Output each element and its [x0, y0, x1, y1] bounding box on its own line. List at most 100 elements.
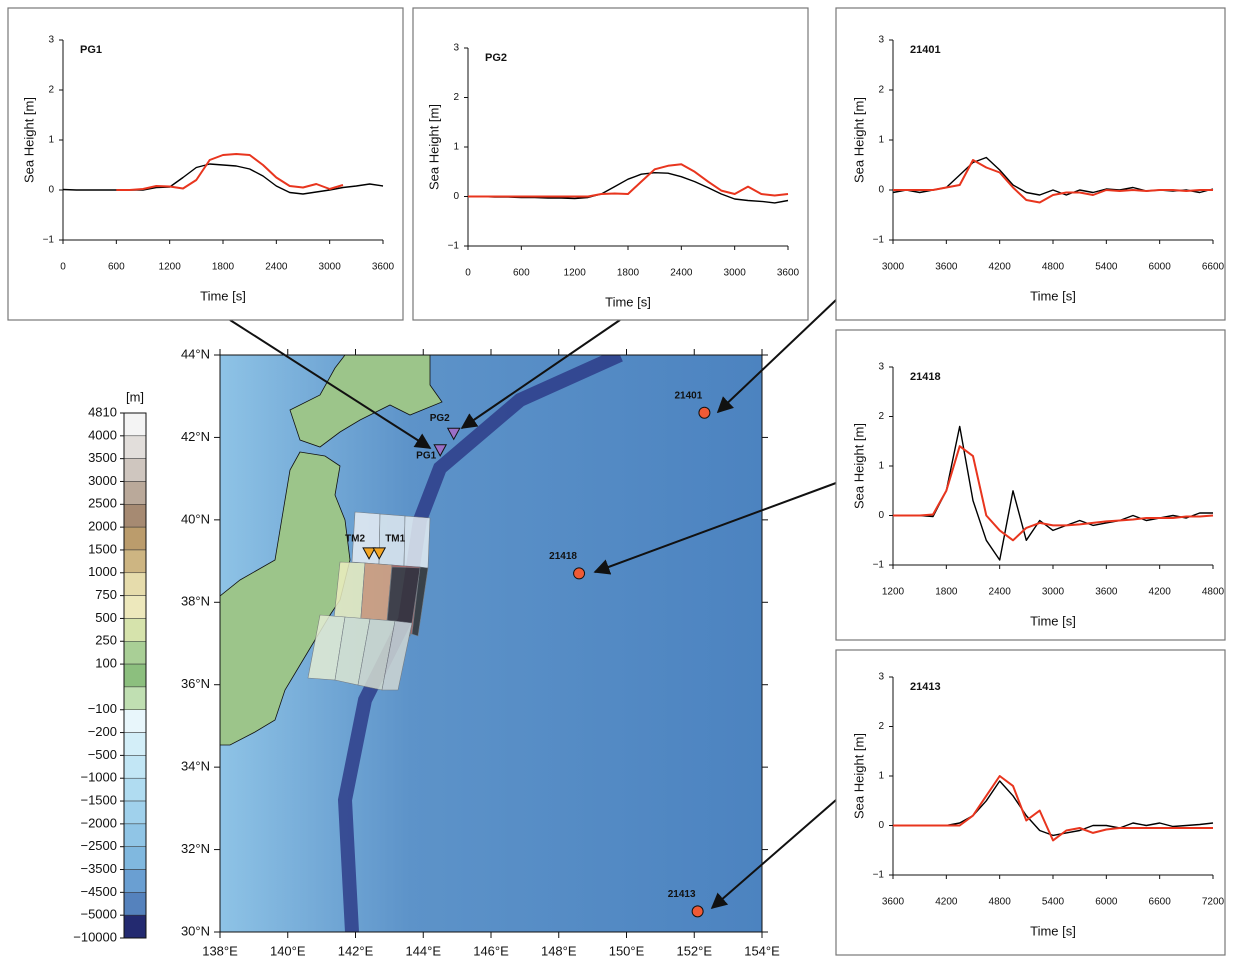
panel-title: PG1	[80, 44, 102, 56]
x-tick-label: 140°E	[270, 943, 306, 958]
y-tick-label: 34°N	[181, 759, 210, 774]
y-tick-label: 36°N	[181, 676, 210, 691]
y-tick-label: −1	[873, 870, 885, 881]
x-tick-label: 0	[465, 268, 471, 279]
figure: −10123060012001800240030003600PG1Time [s…	[0, 0, 1233, 961]
colorbar-segment	[124, 870, 146, 893]
x-tick-label: 1200	[882, 587, 905, 598]
colorbar-label: 250	[95, 633, 117, 648]
y-tick-label: 1	[878, 461, 884, 472]
y-tick-label: 32°N	[181, 841, 210, 856]
x-tick-label: 1800	[212, 262, 235, 273]
panel-title: 21418	[910, 371, 941, 383]
y-tick-label: 3	[48, 35, 54, 46]
colorbar-label: 750	[95, 587, 117, 602]
colorbar-label: −500	[88, 747, 117, 762]
y-tick-label: 3	[878, 35, 884, 46]
x-tick-label: 6600	[1149, 897, 1172, 908]
y-tick-label: 44°N	[181, 346, 210, 361]
x-tick-label: 3000	[1042, 587, 1065, 598]
y-tick-label: 3	[878, 672, 884, 683]
x-tick-label: 148°E	[541, 943, 577, 958]
y-tick-label: 0	[878, 185, 884, 196]
colorbar-label: −1000	[80, 770, 117, 785]
station-label: 21401	[675, 390, 703, 401]
x-tick-label: 4800	[1042, 262, 1065, 273]
panel-frame	[836, 8, 1225, 320]
y-axis-label: Sea Height [m]	[426, 104, 441, 190]
station-label: TM1	[385, 533, 405, 544]
x-tick-label: 3600	[1095, 587, 1118, 598]
colorbar-segment	[124, 413, 146, 436]
x-tick-label: 2400	[989, 587, 1012, 598]
colorbar-segment	[124, 915, 146, 938]
colorbar-label: 4810	[88, 404, 117, 419]
x-tick-label: 2400	[670, 268, 693, 279]
x-tick-label: 1800	[935, 587, 958, 598]
x-tick-label: 3600	[372, 262, 395, 273]
x-tick-label: 7200	[1202, 897, 1225, 908]
x-tick-label: 1200	[564, 268, 587, 279]
y-tick-label: 42°N	[181, 429, 210, 444]
y-tick-label: −1	[43, 235, 55, 246]
x-tick-label: 154°E	[744, 943, 780, 958]
colorbar-segment	[124, 801, 146, 824]
y-tick-label: −1	[448, 241, 460, 252]
colorbar-label: 3000	[88, 473, 117, 488]
colorbar-label: 1000	[88, 564, 117, 579]
x-axis-label: Time [s]	[1030, 923, 1076, 938]
colorbar-segment	[124, 618, 146, 641]
x-axis-label: Time [s]	[1030, 288, 1076, 303]
y-tick-label: −1	[873, 560, 885, 571]
colorbar-segment	[124, 504, 146, 527]
colorbar-segment	[124, 459, 146, 482]
x-tick-label: 6000	[1149, 262, 1172, 273]
y-tick-label: 0	[878, 510, 884, 521]
y-tick-label: 2	[878, 411, 884, 422]
colorbar-label: −4500	[80, 884, 117, 899]
station-label: TM2	[345, 533, 365, 544]
y-tick-label: 30°N	[181, 923, 210, 938]
y-tick-label: 3	[453, 43, 459, 54]
x-tick-label: 1800	[617, 268, 640, 279]
colorbar-label: 2000	[88, 519, 117, 534]
y-axis-label: Sea Height [m]	[851, 733, 866, 819]
colorbar-segment	[124, 778, 146, 801]
colorbar-segment	[124, 687, 146, 710]
colorbar-segment	[124, 481, 146, 504]
station-label: 21418	[549, 551, 577, 562]
colorbar-segment	[124, 755, 146, 778]
y-tick-label: 0	[878, 820, 884, 831]
panel-frame	[413, 8, 808, 320]
colorbar-label: −2000	[80, 815, 117, 830]
colorbar-segment	[124, 527, 146, 550]
x-tick-label: 138°E	[202, 943, 238, 958]
x-tick-label: 4800	[1202, 587, 1225, 598]
colorbar-label: −3500	[80, 861, 117, 876]
y-tick-label: 3	[878, 362, 884, 373]
station-marker	[692, 906, 703, 917]
x-tick-label: 5400	[1095, 262, 1118, 273]
x-tick-label: 3000	[882, 262, 905, 273]
colorbar-title: [m]	[126, 389, 144, 404]
panel-title: 21413	[910, 681, 941, 693]
x-tick-label: 4200	[935, 897, 958, 908]
panel-frame	[8, 8, 403, 320]
y-axis-label: Sea Height [m]	[851, 423, 866, 509]
x-tick-label: 3600	[777, 268, 800, 279]
y-tick-label: 2	[878, 85, 884, 96]
x-tick-label: 1200	[159, 262, 182, 273]
colorbar-label: −10000	[73, 929, 117, 944]
x-tick-label: 4200	[989, 262, 1012, 273]
colorbar-label: −200	[88, 724, 117, 739]
colorbar-segment	[124, 847, 146, 870]
station-marker	[699, 407, 710, 418]
colorbar-segment	[124, 824, 146, 847]
x-tick-label: 6000	[1095, 897, 1118, 908]
colorbar-label: 2500	[88, 496, 117, 511]
x-tick-label: 0	[60, 262, 66, 273]
x-axis-label: Time [s]	[605, 294, 651, 309]
colorbar-label: −1500	[80, 792, 117, 807]
x-axis-label: Time [s]	[1030, 613, 1076, 628]
colorbar-segment	[124, 892, 146, 915]
